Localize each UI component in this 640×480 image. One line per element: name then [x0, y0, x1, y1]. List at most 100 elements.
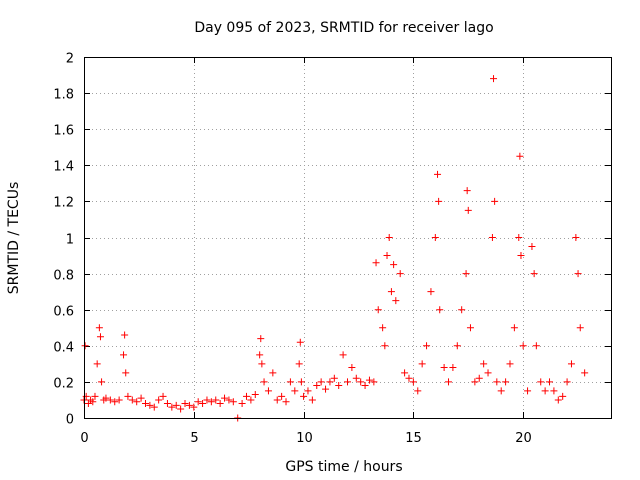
data-point	[463, 187, 471, 195]
plot-frame	[84, 57, 612, 419]
y-tick-label: 2	[66, 52, 74, 67]
data-point	[574, 270, 582, 278]
data-point	[295, 360, 303, 368]
data-point	[260, 378, 268, 386]
data-point	[516, 152, 524, 160]
y-tick-label: 0.2	[53, 377, 74, 392]
data-point	[216, 400, 224, 408]
y-tick-label: 1.6	[53, 124, 74, 139]
data-point	[458, 306, 466, 314]
data-point	[91, 392, 99, 400]
x-axis-label: GPS time / hours	[285, 459, 402, 475]
data-point	[89, 398, 97, 406]
data-point	[418, 360, 426, 368]
data-point	[300, 392, 308, 400]
data-point	[506, 360, 514, 368]
data-point	[247, 396, 255, 404]
data-point	[488, 234, 496, 241]
data-point	[374, 306, 382, 314]
data-point	[291, 387, 299, 395]
x-tick-label: 10	[296, 431, 313, 446]
data-point	[339, 351, 347, 359]
data-point	[352, 374, 360, 382]
data-point	[357, 378, 365, 386]
chart-title: Day 095 of 2023, SRMTID for receiver lag…	[194, 20, 493, 36]
data-point	[559, 392, 567, 400]
y-tick-label: 1.2	[53, 196, 74, 211]
data-point	[121, 331, 129, 339]
data-point	[431, 234, 439, 241]
data-point	[581, 369, 589, 377]
data-point	[385, 234, 393, 241]
data-point	[269, 369, 277, 377]
data-point	[124, 392, 132, 400]
data-point	[81, 342, 89, 350]
data-point	[133, 398, 141, 406]
data-point	[308, 396, 316, 404]
data-point	[466, 324, 474, 332]
data-point	[137, 394, 145, 402]
data-point	[519, 342, 527, 350]
data-point	[190, 403, 198, 411]
data-point	[493, 378, 501, 386]
y-tick-label: 1.4	[53, 160, 74, 175]
data-point	[348, 363, 356, 371]
data-point	[251, 391, 259, 399]
y-tick-label: 1	[66, 233, 74, 248]
data-point	[537, 378, 545, 386]
data-point	[471, 378, 479, 386]
data-point	[484, 369, 492, 377]
y-tick-label: 1.8	[53, 88, 74, 103]
data-point	[370, 378, 378, 386]
data-point	[84, 400, 92, 408]
data-point	[530, 270, 538, 278]
data-point	[264, 387, 272, 395]
data-point	[297, 378, 305, 386]
data-point	[462, 270, 470, 278]
data-point	[396, 270, 404, 278]
data-point	[98, 378, 106, 386]
data-point	[436, 306, 444, 314]
data-point	[185, 401, 193, 409]
data-point	[532, 342, 540, 350]
data-point	[282, 398, 290, 406]
data-point	[95, 324, 103, 332]
data-point	[256, 351, 264, 359]
y-tick-label: 0.4	[53, 341, 74, 356]
data-point	[168, 403, 176, 411]
data-point	[199, 400, 207, 408]
data-point	[159, 392, 167, 400]
data-point	[563, 378, 571, 386]
x-tick-label: 5	[190, 431, 198, 446]
data-point	[229, 398, 237, 406]
data-point	[322, 385, 330, 393]
data-point	[365, 376, 373, 384]
data-point	[541, 387, 549, 395]
data-point	[203, 396, 211, 404]
data-point	[392, 297, 400, 305]
data-point	[405, 374, 413, 382]
data-point	[286, 378, 294, 386]
data-point	[115, 396, 123, 404]
data-point	[111, 398, 119, 406]
data-point	[361, 382, 369, 390]
data-point	[510, 324, 518, 332]
data-point	[414, 387, 422, 395]
data-point	[242, 392, 250, 400]
data-point	[194, 398, 202, 406]
data-point	[567, 360, 575, 368]
data-point	[273, 396, 281, 404]
x-tick-label: 0	[80, 431, 88, 446]
data-point	[390, 261, 398, 269]
data-point	[335, 382, 343, 390]
data-point	[344, 378, 351, 386]
grid	[84, 57, 611, 418]
data-point	[464, 206, 472, 214]
data-point	[257, 335, 265, 343]
data-point	[212, 396, 220, 404]
data-point	[427, 288, 435, 296]
data-point	[515, 234, 523, 241]
data-point	[326, 378, 334, 386]
data-point	[449, 363, 457, 371]
data-point	[163, 400, 171, 408]
